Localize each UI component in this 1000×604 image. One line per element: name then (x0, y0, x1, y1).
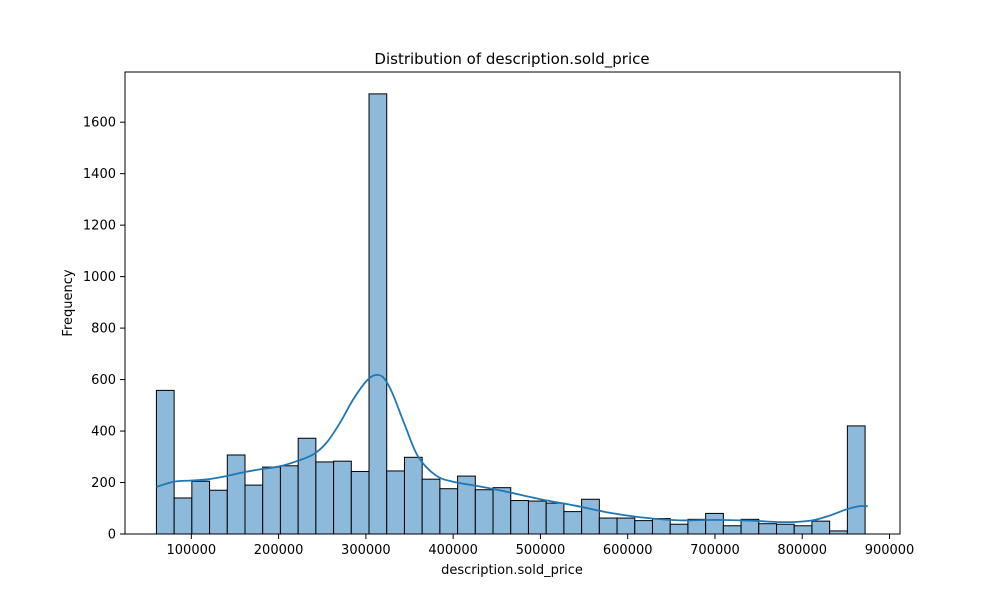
histogram-bar (191, 480, 211, 535)
x-tick-label: 700000 (690, 543, 740, 558)
x-axis-ticks: 100000 200000 300000 400000 500000 600000 7000… (167, 534, 915, 558)
histogram-bar (510, 500, 529, 535)
y-tick-label: 800 (91, 322, 116, 337)
histogram-bar (669, 523, 689, 535)
x-axis-label: description.sold_price (441, 563, 583, 578)
histogram-bar (722, 525, 742, 535)
kde-curve (156, 373, 868, 524)
histogram-bar (474, 489, 494, 535)
y-axis-label: Frequency (61, 269, 76, 336)
histogram-bar (350, 470, 370, 535)
histogram-bar (333, 460, 352, 535)
x-tick-label: 500000 (516, 543, 566, 558)
y-tick-label: 1000 (83, 270, 116, 285)
histogram-bar (315, 461, 335, 535)
y-axis-ticks: 0 200 400 600 800 1000 1200 1400 1600 (83, 116, 125, 543)
histogram-bar (581, 498, 600, 535)
x-tick-label: 300000 (341, 543, 391, 558)
histogram-bar (616, 517, 636, 535)
histogram-bar (279, 465, 299, 535)
histogram-bar (776, 523, 795, 535)
y-tick-label: 1600 (83, 116, 116, 131)
x-tick-label: 600000 (603, 543, 653, 558)
histogram-bar (846, 425, 866, 535)
histogram-bar (563, 511, 583, 535)
y-tick-label: 0 (108, 528, 116, 543)
histogram-bar (262, 466, 281, 535)
plot-frame (124, 71, 901, 535)
y-tick-label: 600 (91, 373, 116, 388)
histogram-bars (155, 93, 866, 535)
y-tick-label: 400 (91, 425, 116, 440)
y-tick-label: 200 (91, 476, 116, 491)
histogram-bar (155, 389, 175, 535)
histogram-bar (527, 500, 547, 535)
x-tick-label: 800000 (777, 543, 827, 558)
histogram-bar (598, 517, 618, 535)
histogram-bar (687, 518, 707, 535)
histogram-bar (226, 454, 246, 535)
histogram-bar (705, 512, 724, 535)
histogram-bar (758, 523, 778, 535)
histogram-bar (793, 525, 813, 535)
histogram-bar (811, 520, 831, 535)
x-tick-label: 200000 (254, 543, 304, 558)
histogram-bar (297, 437, 317, 535)
x-tick-label: 400000 (428, 543, 478, 558)
histogram-bar (386, 470, 405, 535)
chart-title: Distribution of description.sold_price (374, 50, 649, 69)
histogram-bar (244, 484, 264, 535)
histogram-bar (209, 489, 228, 535)
y-tick-label: 1200 (83, 219, 116, 234)
histogram-bar (545, 502, 565, 535)
histogram-bar (492, 487, 512, 535)
histogram-bar (634, 520, 653, 535)
histogram-bar (439, 488, 459, 535)
histogram-bar (403, 456, 423, 535)
x-tick-label: 100000 (167, 543, 217, 558)
histogram-bar (368, 93, 388, 535)
histogram-bar (173, 497, 193, 535)
histogram-bar (421, 478, 441, 535)
histogram-bar (651, 518, 671, 535)
y-tick-label: 1400 (83, 167, 116, 182)
x-tick-label: 900000 (865, 543, 915, 558)
